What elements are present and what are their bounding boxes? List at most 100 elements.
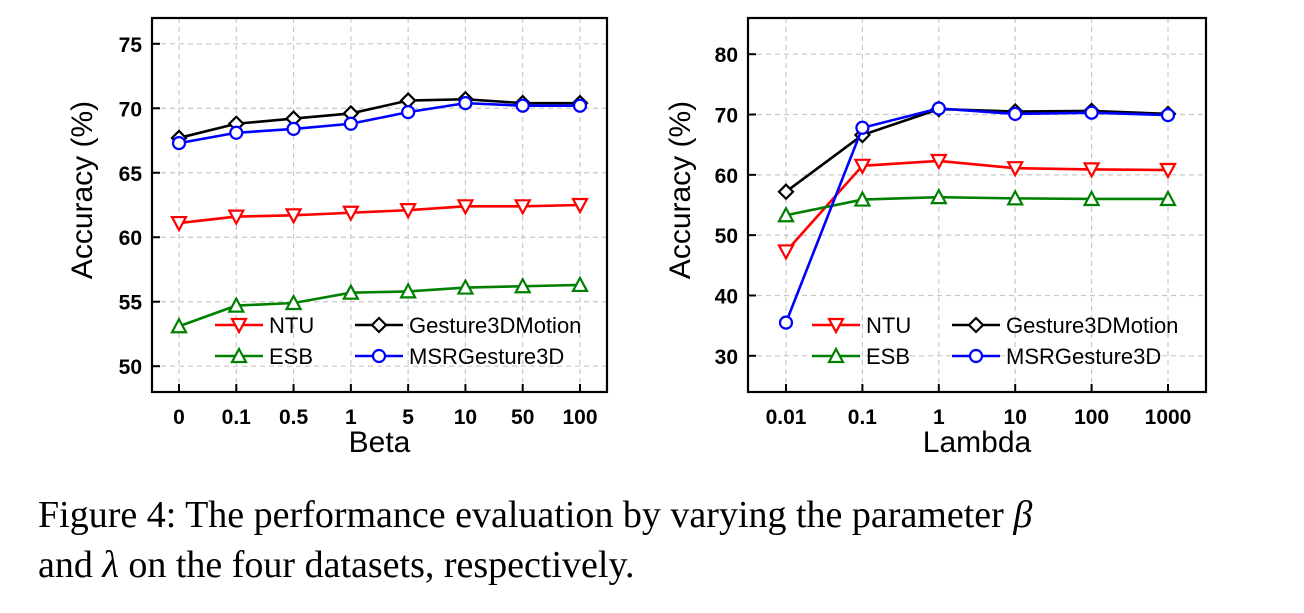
- x-tick-label: 0.1: [222, 406, 252, 429]
- legend-label: ESB: [866, 344, 910, 369]
- data-point: [1008, 106, 1023, 122]
- series-esb: [170, 275, 589, 334]
- series-line: [178, 97, 580, 140]
- x-tick-label: 50: [511, 406, 534, 429]
- data-point: [855, 120, 870, 135]
- legend-marker: [370, 316, 388, 334]
- data-point: [513, 199, 532, 216]
- data-point: [777, 183, 795, 201]
- legend-label: NTU: [269, 313, 314, 338]
- data-point: [343, 116, 358, 131]
- y-tick-label: 50: [119, 356, 142, 379]
- series-esb: [777, 187, 1177, 223]
- y-tick-label: 40: [715, 285, 738, 308]
- data-point: [853, 158, 872, 176]
- y-axis-label: Accuracy (%): [66, 101, 99, 279]
- data-point: [342, 205, 360, 223]
- data-point: [929, 187, 948, 205]
- y-tick-label: 70: [119, 98, 142, 121]
- x-tick-label: 100: [562, 406, 597, 429]
- series-line: [785, 195, 1168, 217]
- data-point: [284, 293, 303, 311]
- legend-marker: [827, 317, 845, 335]
- data-point: [456, 199, 475, 216]
- series-msrgesture3d: [778, 101, 1176, 330]
- caption-beta-symbol: β: [1013, 494, 1033, 536]
- series-line: [178, 101, 580, 145]
- x-axis-label: Lambda: [923, 426, 1032, 459]
- series-msrgesture3d: [171, 96, 588, 151]
- data-point: [853, 190, 872, 207]
- legend-marker: [371, 348, 387, 364]
- x-tick-label: 5: [402, 406, 414, 429]
- y-tick-label: 60: [715, 165, 738, 188]
- caption-prefix: Figure 4: The performance evaluation by …: [38, 494, 1014, 536]
- x-tick-label: 0.1: [848, 406, 878, 429]
- x-tick-label: 0.01: [766, 406, 807, 429]
- caption-middle: and: [38, 544, 103, 586]
- legend-marker: [230, 346, 248, 364]
- series-line: [178, 203, 581, 225]
- plot-frame: [150, 16, 609, 394]
- legend-marker: [967, 316, 985, 334]
- data-point: [929, 153, 948, 171]
- data-point: [778, 315, 794, 330]
- data-point: [513, 276, 532, 294]
- legend-label: MSRGesture3D: [1006, 344, 1161, 369]
- data-point: [342, 283, 360, 300]
- figure-area: 50 55 60 65 70 75 0 0.1 0.5 1 5 10 50 100 Beta Accuracy…: [66, 16, 1208, 459]
- x-tick-label: 1: [345, 406, 357, 429]
- series-ntu: [170, 197, 589, 233]
- data-point: [286, 121, 301, 137]
- series-ntu: [777, 153, 1177, 261]
- data-point: [458, 96, 473, 111]
- y-tick-label: 55: [119, 292, 143, 315]
- y-tick-label: 65: [119, 163, 143, 186]
- caption-suffix: on the four datasets, respectively.: [118, 544, 635, 586]
- data-point: [401, 105, 416, 120]
- chart-1: 30 40 50 60 70 80 0.01 0.1 1 10 100 1000 Lambda Accur…: [664, 16, 1208, 459]
- y-tick-label: 30: [715, 346, 738, 369]
- data-point: [1006, 189, 1025, 206]
- x-tick-label: 1000: [1145, 406, 1192, 429]
- data-point: [931, 101, 946, 116]
- data-point: [170, 215, 188, 233]
- legend-marker: [827, 346, 845, 364]
- caption-lambda-symbol: λ: [102, 544, 119, 586]
- figure-caption: Figure 4: The performance evaluation by …: [38, 490, 1278, 590]
- figure-svg: 50 55 60 65 70 75 0 0.1 0.5 1 5 10 50 100 Beta Accuracy…: [66, 16, 1208, 459]
- data-point: [170, 316, 188, 334]
- data-point: [1006, 161, 1025, 178]
- y-axis-label: Accuracy (%): [664, 101, 697, 279]
- data-point: [1082, 189, 1101, 207]
- data-point: [777, 244, 795, 261]
- data-point: [227, 296, 246, 313]
- data-point: [571, 197, 589, 215]
- series-line: [784, 107, 1169, 324]
- legend-marker: [968, 348, 984, 364]
- data-point: [229, 125, 244, 140]
- data-point: [284, 208, 303, 225]
- legend: NTU Gesture3DMotion ESB MSRGesture3D: [812, 313, 1178, 369]
- x-tick-label: 10: [454, 406, 477, 429]
- x-axis-label: Beta: [349, 426, 411, 459]
- data-point: [1082, 162, 1101, 179]
- legend-label: ESB: [269, 344, 313, 369]
- data-point: [227, 209, 246, 226]
- data-point: [1159, 162, 1177, 180]
- data-point: [456, 278, 475, 295]
- series-line: [178, 283, 581, 328]
- x-tick-label: 0.5: [279, 406, 309, 429]
- x-tick-label: 0: [173, 406, 185, 429]
- y-tick-label: 50: [715, 225, 738, 248]
- data-point: [399, 282, 417, 299]
- data-point: [1159, 189, 1177, 207]
- legend-label: MSRGesture3D: [409, 344, 564, 369]
- chart-0: 50 55 60 65 70 75 0 0.1 0.5 1 5 10 50 100 Beta Accuracy…: [66, 16, 609, 459]
- plot-frame: [746, 16, 1208, 394]
- x-tick-label: 10: [1004, 406, 1027, 429]
- x-tick-label: 1: [933, 406, 945, 429]
- y-tick-label: 75: [119, 34, 143, 57]
- data-point: [515, 98, 530, 113]
- legend-label: NTU: [866, 313, 911, 338]
